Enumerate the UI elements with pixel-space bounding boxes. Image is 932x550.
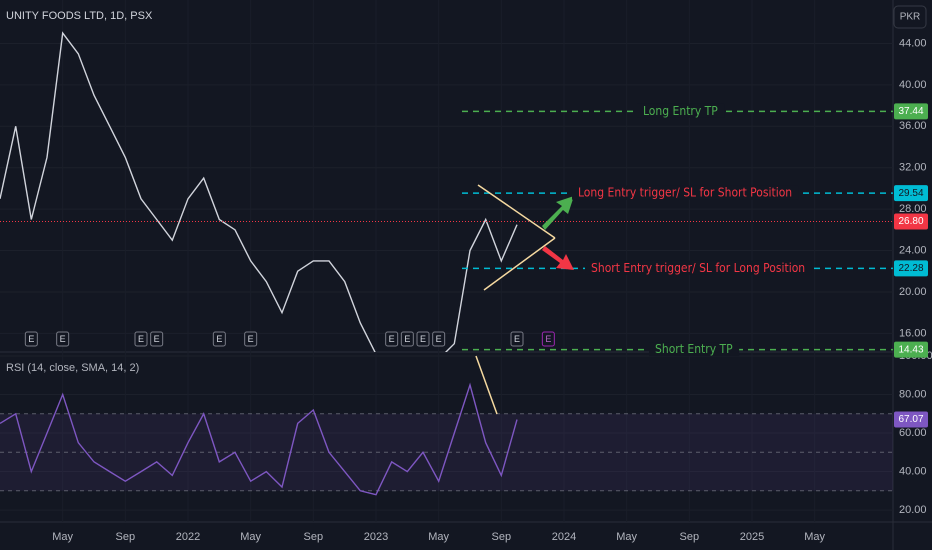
level-tag-label: 37.44: [898, 106, 923, 117]
last-price-tag: [894, 213, 928, 230]
y-tick-label: 36.00: [899, 120, 927, 132]
earnings-label: E: [514, 334, 520, 344]
x-tick-label: May: [428, 531, 449, 543]
earnings-box: [150, 331, 164, 347]
rsi-last-label: 67.07: [898, 414, 923, 425]
earnings-box: [385, 331, 399, 347]
x-tick-label: 2022: [176, 531, 200, 543]
y2-tick-label: 40.00: [899, 465, 927, 477]
rsi-title: RSI (14, close, SMA, 14, 2): [6, 362, 139, 374]
earnings-box: [244, 331, 258, 347]
earnings-box: [24, 331, 38, 347]
earnings-box: [510, 331, 524, 347]
level-label: Long Entry TP: [643, 104, 718, 118]
level-tag: [894, 260, 928, 277]
x-tick-label: Sep: [304, 531, 324, 543]
y-tick-label: 28.00: [899, 203, 927, 215]
y-tick-label: 44.00: [899, 37, 927, 49]
level-label: Short Entry trigger/ SL for Long Positio…: [591, 261, 805, 275]
up-arrow: [542, 196, 574, 230]
rsi-band-fill: [0, 413, 893, 491]
y-tick-label: 40.00: [899, 79, 927, 91]
earnings-marker[interactable]: E: [400, 331, 414, 347]
x-tick-label: May: [616, 531, 637, 543]
y-tick-label: 32.00: [899, 162, 927, 174]
y-tick-label: 24.00: [899, 244, 927, 256]
chart-title: UNITY FOODS LTD, 1D, PSX: [6, 10, 153, 22]
currency-box[interactable]: [893, 5, 927, 29]
earnings-box: [400, 331, 414, 347]
earnings-box: [212, 331, 226, 347]
earnings-label: E: [436, 334, 442, 344]
triangle-lower: [483, 237, 556, 291]
grid: [0, 0, 893, 522]
rsi-trendline: [475, 355, 498, 415]
earnings-label: E: [389, 334, 395, 344]
y2-tick-label: 60.00: [899, 427, 927, 439]
x-tick-label: Sep: [680, 531, 700, 543]
earnings-label: E: [60, 334, 66, 344]
earnings-box: [416, 331, 430, 347]
earnings-label: E: [138, 334, 144, 344]
y2-tick-label: 80.00: [899, 388, 927, 400]
earnings-label: E: [154, 334, 160, 344]
earnings-marker[interactable]: E: [385, 331, 399, 347]
earnings-marker[interactable]: E: [134, 331, 148, 347]
level-label-bg: [649, 342, 740, 357]
earnings-marker[interactable]: E: [24, 331, 38, 347]
earnings-label: E: [404, 334, 410, 344]
rsi-line: [0, 382, 518, 496]
annotations: [475, 184, 574, 415]
x-tick-label: Sep: [492, 531, 512, 543]
triangle-upper: [477, 184, 556, 239]
last-price-label: 26.80: [898, 216, 923, 227]
price-line: [0, 31, 518, 352]
earnings-marker[interactable]: E: [212, 331, 226, 347]
earnings-marker[interactable]: E: [56, 331, 70, 347]
marks: [0, 31, 893, 496]
x-tick-label: May: [804, 531, 825, 543]
earnings-marker[interactable]: E: [150, 331, 164, 347]
level-tag: [894, 341, 928, 358]
down-arrow: [542, 246, 574, 270]
x-tick-label: 2024: [552, 531, 576, 543]
earnings-marker[interactable]: E: [541, 331, 555, 347]
x-tick-label: 2025: [740, 531, 764, 543]
earnings-box: [432, 331, 446, 347]
currency: PKR: [900, 12, 921, 23]
level-label: Long Entry trigger/ SL for Short Positio…: [578, 186, 792, 200]
level-label-bg: [637, 103, 725, 118]
level-label-bg: [572, 185, 799, 200]
level-tag-label: 14.43: [898, 344, 923, 355]
rsi-last-tag: [894, 411, 928, 428]
earnings-marker[interactable]: E: [432, 331, 446, 347]
level-tag: [894, 185, 928, 202]
level-tag: [894, 103, 928, 120]
level-tag-label: 29.54: [898, 188, 923, 199]
x-tick-label: May: [52, 531, 73, 543]
earnings-box: [56, 331, 70, 347]
earnings-marker[interactable]: E: [244, 331, 258, 347]
earnings-box: [134, 331, 148, 347]
earnings-marker[interactable]: E: [510, 331, 524, 347]
x-tick-label: May: [240, 531, 261, 543]
x-tick-label: 2023: [364, 531, 388, 543]
x-tick-label: Sep: [116, 531, 136, 543]
y-tick-label: 16.00: [899, 327, 927, 339]
earnings-marker[interactable]: E: [416, 331, 430, 347]
y2-tick-label: 20.00: [899, 504, 927, 516]
level-label: Short Entry TP: [655, 342, 733, 356]
level-label-bg: [585, 260, 812, 275]
y-tick-label: 20.00: [899, 286, 927, 298]
earnings-label: E: [28, 334, 34, 344]
earnings-label: E: [216, 334, 222, 344]
earnings-box: [541, 331, 555, 347]
level-tag-label: 22.28: [898, 263, 923, 274]
earnings-label: E: [420, 334, 426, 344]
rsi-bands: [0, 413, 893, 492]
earnings-label: E: [248, 334, 254, 344]
earnings-label: E: [545, 334, 551, 344]
